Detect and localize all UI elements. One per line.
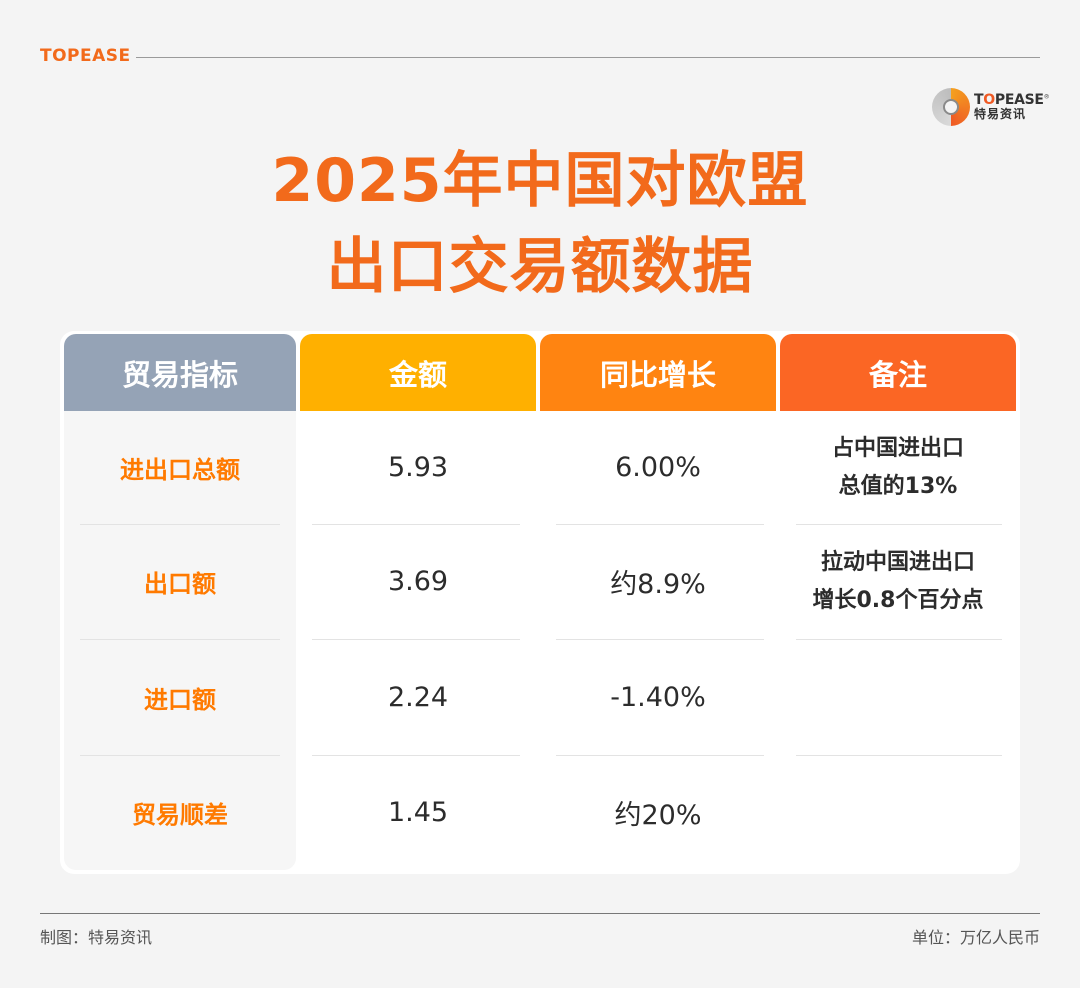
row-1-growth: 6.00% bbox=[615, 452, 701, 483]
row-3-amount: 2.24 bbox=[387, 681, 449, 713]
row-2-note-line-1: 拉动中国进出口 bbox=[820, 549, 975, 575]
row-divider bbox=[556, 755, 764, 756]
row-divider bbox=[312, 524, 520, 525]
footer-divider bbox=[40, 913, 1040, 914]
row-3-growth: -1.40% bbox=[610, 681, 706, 713]
header-growth: 同比增长 bbox=[540, 334, 776, 411]
row-1-note-line-2: 总值的13% bbox=[838, 473, 958, 499]
header-indicator: 贸易指标 bbox=[64, 334, 296, 411]
row-4-growth: 约20% bbox=[614, 800, 702, 831]
indicator-column-background bbox=[64, 411, 296, 870]
header-divider bbox=[136, 57, 1040, 58]
row-3-note bbox=[780, 639, 1016, 755]
row-divider bbox=[796, 524, 1002, 525]
row-divider bbox=[556, 524, 764, 525]
row-3-indicator: 进口额 bbox=[144, 685, 216, 714]
row-divider bbox=[796, 755, 1002, 756]
logo-wordmark: TOPEASE® bbox=[974, 92, 1050, 109]
row-2-note-line-2: 增长0.8个百分点 bbox=[812, 587, 984, 613]
row-2-indicator: 出口额 bbox=[144, 570, 216, 598]
row-1-amount: 5.93 bbox=[387, 452, 449, 483]
row-1-indicator: 进出口总额 bbox=[120, 456, 240, 484]
row-divider bbox=[80, 639, 280, 640]
row-2-growth: 约8.9% bbox=[610, 569, 706, 600]
logo-ring-icon bbox=[932, 88, 970, 126]
row-2-note: 拉动中国进出口 增长0.8个百分点 bbox=[780, 524, 1016, 639]
footer-unit: 单位：万亿人民币 bbox=[911, 928, 1040, 947]
topease-logo: TOPEASE® 特易资讯 bbox=[932, 88, 1050, 126]
header-note: 备注 bbox=[780, 334, 1016, 411]
row-divider bbox=[796, 639, 1002, 640]
title-line-1: 2025年中国对欧盟 bbox=[271, 146, 809, 216]
header-amount: 金额 bbox=[300, 334, 536, 411]
brand-label: TOPEASE bbox=[40, 46, 131, 66]
row-2-amount: 3.69 bbox=[387, 566, 449, 597]
row-divider bbox=[556, 639, 764, 640]
title-line-2: 出口交易额数据 bbox=[326, 232, 754, 302]
page-title: 2025年中国对欧盟 出口交易额数据 bbox=[0, 138, 1080, 310]
row-divider bbox=[80, 524, 280, 525]
row-divider bbox=[80, 755, 280, 756]
data-table: 贸易指标 金额 同比增长 备注 进出口总额 5.93 6.00% 占中国进出口 … bbox=[60, 331, 1020, 874]
row-1-note: 占中国进出口 总值的13% bbox=[780, 411, 1016, 524]
footer-credit: 制图：特易资讯 bbox=[40, 928, 153, 947]
row-divider bbox=[312, 639, 520, 640]
logo-chinese-name: 特易资讯 bbox=[974, 107, 1027, 122]
row-divider bbox=[312, 755, 520, 756]
row-4-amount: 1.45 bbox=[387, 797, 449, 828]
row-1-note-line-1: 占中国进出口 bbox=[831, 435, 964, 461]
row-4-indicator: 贸易顺差 bbox=[132, 801, 228, 829]
row-4-note bbox=[780, 755, 1016, 870]
